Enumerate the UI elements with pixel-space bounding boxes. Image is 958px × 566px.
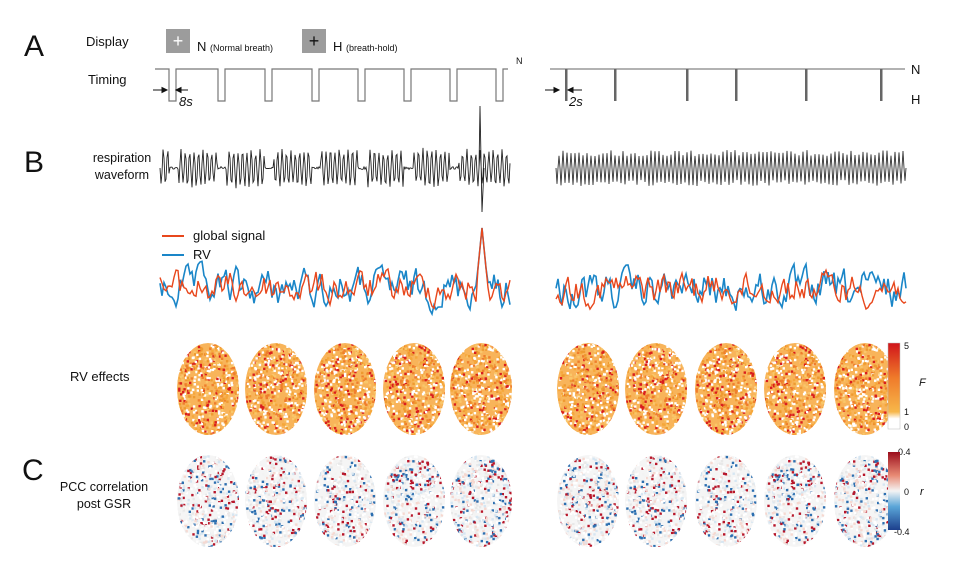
normal-breath-key-label: N (Normal breath)	[197, 39, 273, 54]
rv-effects-brain-maps	[177, 343, 896, 435]
pcc-label-line1: PCC correlation	[59, 480, 149, 494]
f-scale-min: 0	[904, 422, 910, 432]
timing-trace-left	[155, 68, 508, 102]
f-colorbar	[887, 342, 901, 430]
display-label: Display	[86, 34, 129, 49]
r-scale-max: 0.4	[898, 447, 911, 457]
respiration-waveform-left	[159, 105, 511, 213]
r-colorbar	[888, 452, 900, 530]
right-interval-label: 2s	[569, 94, 583, 109]
normal-breath-key-icon: +	[166, 29, 190, 53]
panel-label-b: B	[24, 146, 45, 179]
legend-rv-label: RV	[193, 247, 211, 262]
pcc-correlation-brain-maps	[177, 455, 896, 547]
pcc-label-line2: post GSR	[76, 497, 132, 511]
pcc-label: PCC correlation post GSR	[52, 479, 156, 513]
timing-level-h: H	[911, 92, 921, 107]
timing-level-n: N	[911, 62, 921, 77]
respiration-waveform-right	[555, 150, 907, 187]
panel-label-c: C	[22, 454, 44, 487]
normal-breath-letter: N	[197, 39, 207, 54]
r-scale-min: -0.4	[894, 527, 910, 537]
legend-rv-swatch	[162, 254, 184, 256]
normal-breath-description: (Normal breath)	[210, 43, 274, 53]
timing-trace-right	[550, 68, 905, 101]
breath-hold-letter: H	[333, 39, 343, 54]
breath-hold-key-label: H (breath-hold)	[333, 39, 398, 54]
global-signal-trace-left	[159, 227, 511, 310]
respiration-label-line2: waveform	[94, 168, 150, 182]
f-scale-mid: 1	[904, 407, 910, 417]
rv-trace-left	[159, 227, 511, 317]
breath-hold-key-icon: +	[302, 29, 326, 53]
rv-effects-label: RV effects	[70, 369, 130, 384]
r-scale-mid: 0	[904, 487, 910, 497]
interval-arrows	[153, 86, 582, 94]
global-signal-trace-right	[555, 268, 907, 311]
respiration-label-line1: respiration	[92, 151, 152, 165]
legend-global-label: global signal	[193, 228, 266, 243]
legend-global-swatch	[162, 235, 184, 237]
rv-trace-right	[555, 261, 907, 311]
panel-label-a: A	[24, 30, 45, 63]
respiration-label: respiration waveform	[74, 150, 170, 184]
f-scale-max: 5	[904, 341, 910, 351]
breath-hold-description: (breath-hold)	[346, 43, 398, 53]
f-scale-variable: F	[919, 377, 926, 389]
r-scale-variable: r	[920, 486, 924, 498]
timing-cut-mark: N	[516, 56, 523, 66]
left-interval-label: 8s	[179, 94, 193, 109]
timing-label: Timing	[88, 72, 127, 87]
